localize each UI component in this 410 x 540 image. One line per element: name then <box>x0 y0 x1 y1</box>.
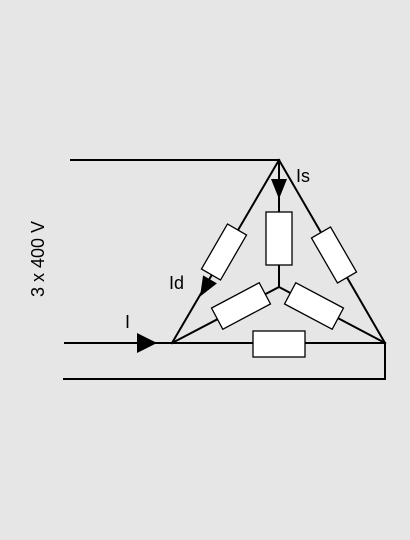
resistors <box>200 211 358 358</box>
current-line-label: I <box>125 312 130 332</box>
resistor-star-right <box>283 281 345 331</box>
current-star-label: Is <box>296 166 310 186</box>
resistor-delta-right <box>310 226 358 284</box>
resistor-star-top <box>265 211 293 266</box>
current-arrows <box>137 179 287 353</box>
supply-voltage-label: 3 x 400 V <box>28 221 48 297</box>
resistor-delta-left <box>200 223 248 281</box>
arrow-delta-current <box>200 275 217 297</box>
current-delta-label: Id <box>169 273 184 293</box>
resistor-delta-bottom <box>252 330 306 358</box>
supply-line-bottom <box>63 342 386 380</box>
arrow-star-current <box>271 179 287 199</box>
resistor-star-left <box>210 281 272 331</box>
arrow-line-current <box>137 333 157 353</box>
